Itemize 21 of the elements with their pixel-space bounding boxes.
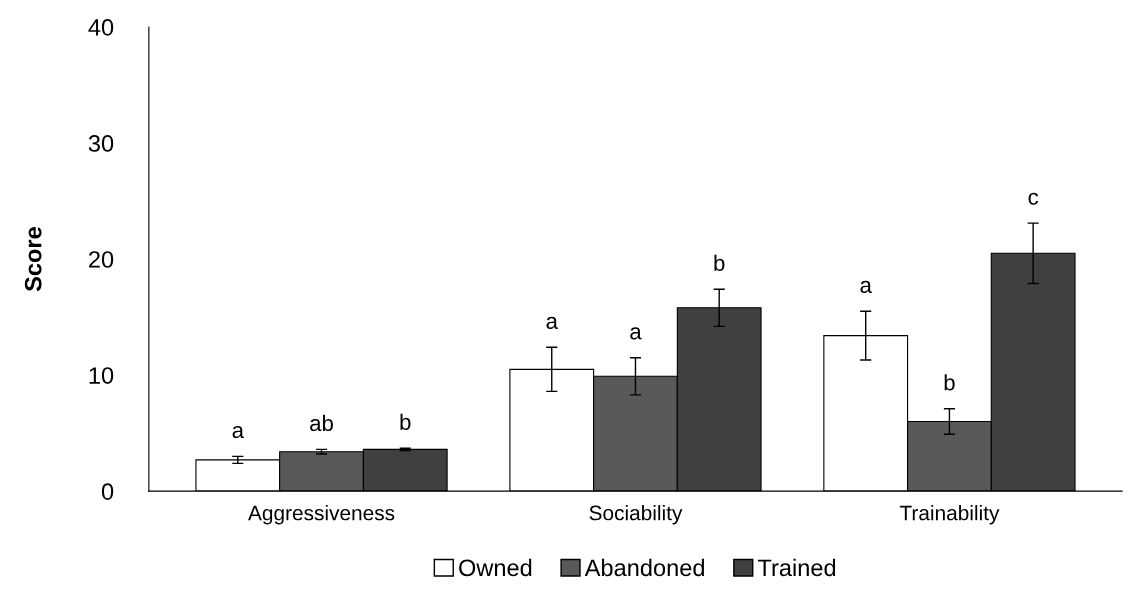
y-tick-label: 20 (89, 251, 114, 268)
data-label: a (860, 280, 872, 294)
data-label: a (630, 327, 642, 340)
y-tick-label: 30 (88, 135, 114, 152)
data-label: b (944, 374, 955, 391)
x-tick-label: Aggressiveness (248, 505, 395, 525)
data-label: b (400, 413, 411, 430)
data-label: ab (310, 414, 333, 432)
y-tick-label: 10 (89, 367, 114, 384)
data-label: c (1028, 192, 1039, 205)
y-tick-label: 0 (101, 483, 114, 500)
x-tick-label: Trainability (899, 505, 1000, 525)
data-label: b (714, 254, 725, 271)
legend-label: Trained (757, 558, 836, 577)
data-label: a (232, 425, 244, 439)
data-label: a (546, 316, 558, 329)
x-tick-label: Sociability (589, 505, 683, 525)
legend-label: Owned (459, 558, 532, 577)
legend-label: Abandoned (584, 558, 704, 577)
y-tick-label: 40 (88, 19, 114, 36)
y-axis-title: Score (24, 227, 42, 292)
